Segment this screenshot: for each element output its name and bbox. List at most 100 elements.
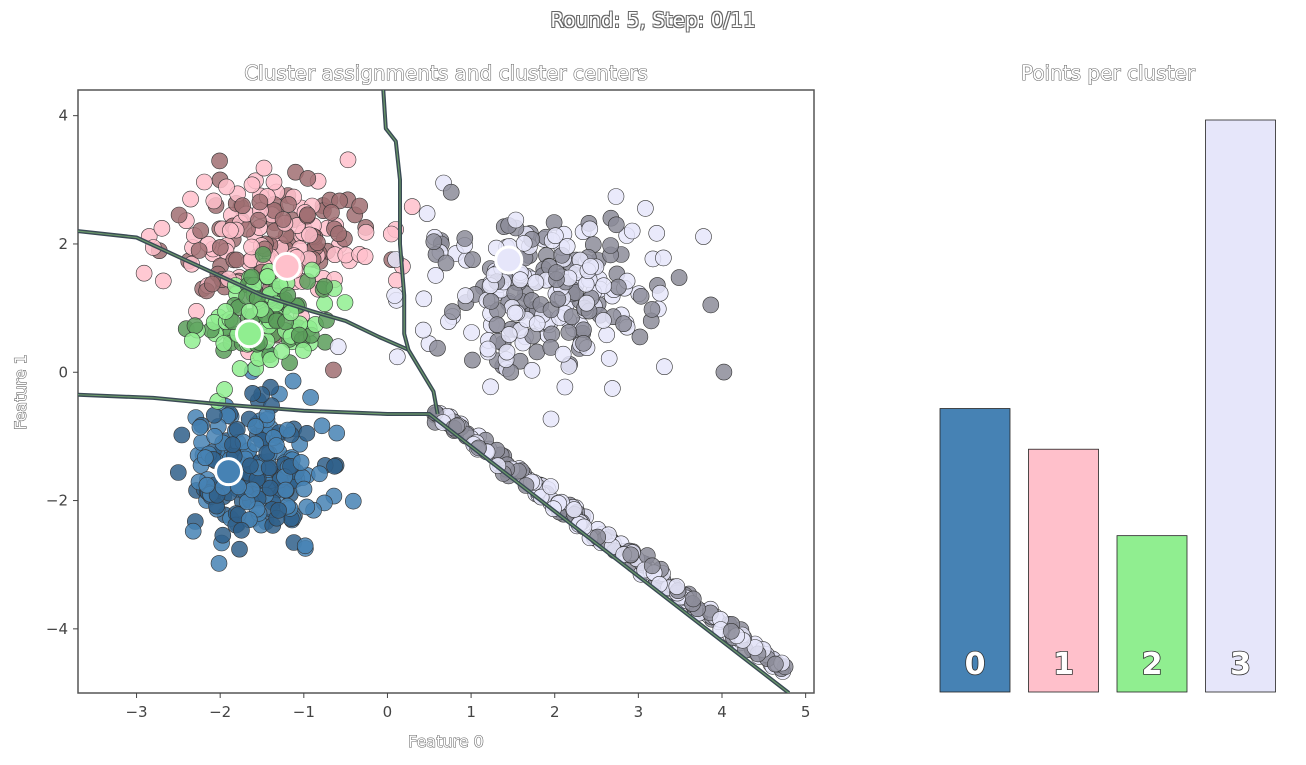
data-point [210, 555, 228, 572]
data-point [270, 501, 287, 519]
data-point [280, 196, 297, 213]
data-point [565, 501, 583, 518]
data-point [311, 465, 328, 483]
data-point [243, 481, 261, 499]
y-tick-label: 0 [58, 363, 68, 381]
data-point [228, 251, 245, 269]
y-axis-label: Feature 1 [11, 354, 30, 430]
bar-label: 2 [1142, 647, 1163, 682]
data-point [464, 251, 481, 269]
x-tick-label: 4 [717, 703, 727, 721]
data-point [554, 345, 572, 363]
data-point [344, 492, 362, 510]
data-point [485, 266, 503, 284]
scatter-panel: Cluster assignments and cluster centers … [10, 60, 815, 752]
x-tick-label: 2 [550, 703, 560, 721]
x-tick-label: 5 [801, 703, 811, 721]
data-point [602, 237, 619, 254]
data-point [217, 303, 234, 320]
data-point [695, 228, 712, 245]
data-point [498, 343, 516, 361]
x-tick-label: 3 [634, 703, 644, 721]
data-point [182, 190, 199, 208]
data-point [581, 220, 599, 238]
data-point [386, 287, 404, 304]
data-point [382, 225, 400, 243]
data-point [427, 267, 445, 284]
data-point [216, 381, 233, 398]
data-point [192, 222, 209, 239]
data-point [403, 198, 421, 215]
data-point [542, 478, 559, 495]
data-point [298, 498, 316, 516]
data-point [231, 540, 248, 558]
data-point [247, 418, 264, 435]
data-point [329, 338, 347, 356]
cluster-center [234, 319, 264, 349]
x-tick-label: −2 [209, 703, 231, 721]
data-point [558, 238, 576, 255]
bar-cluster-2 [1116, 535, 1188, 693]
y-tick-label: −2 [46, 492, 68, 510]
data-point [575, 334, 592, 352]
data-point [190, 242, 208, 259]
data-point [506, 304, 524, 322]
x-axis-ticks: −3 −2 −1 0 1 2 3 4 5 [125, 693, 810, 721]
data-point [211, 152, 228, 170]
data-point [135, 264, 153, 282]
data-point [578, 294, 595, 312]
data-point [684, 590, 702, 608]
data-point [205, 192, 223, 210]
data-point [155, 272, 172, 290]
data-point [463, 324, 480, 341]
data-point [243, 268, 260, 286]
data-point [582, 258, 599, 275]
cluster-center [214, 457, 244, 487]
data-point [527, 274, 545, 291]
data-point [274, 211, 292, 228]
data-point [173, 426, 191, 444]
data-point [296, 537, 314, 555]
data-point [197, 449, 214, 467]
data-point [196, 173, 213, 191]
data-point [548, 264, 565, 281]
data-point [631, 328, 649, 346]
data-point [517, 477, 535, 494]
data-point [170, 206, 188, 224]
data-point [212, 239, 229, 256]
data-point [604, 380, 621, 397]
data-point [242, 457, 259, 475]
x-tick-label: 0 [383, 703, 393, 721]
data-point [523, 361, 541, 379]
figure-suptitle: Round: 5, Step: 0/11 [550, 8, 756, 32]
data-point [595, 277, 613, 295]
data-point [255, 159, 273, 177]
data-point [233, 521, 250, 539]
data-point [560, 324, 578, 341]
data-point [702, 296, 720, 314]
data-point [656, 358, 673, 376]
data-point [632, 287, 650, 305]
data-point [598, 326, 616, 344]
data-point [607, 188, 625, 205]
cluster-center [494, 245, 524, 275]
data-point [442, 183, 460, 201]
data-point [482, 378, 499, 396]
bar-title: Points per cluster [1021, 61, 1196, 85]
data-point [284, 372, 302, 390]
data-point [425, 233, 443, 250]
data-point [277, 481, 294, 499]
data-point [186, 317, 204, 335]
data-point [668, 578, 686, 595]
data-point [170, 464, 187, 481]
data-point [479, 340, 497, 358]
data-point [191, 418, 209, 436]
bar-cluster-0 [939, 408, 1011, 693]
decision-boundaries [78, 90, 791, 693]
data-point [511, 271, 529, 289]
data-point [254, 246, 272, 263]
data-point [273, 342, 291, 360]
data-point [356, 248, 374, 265]
data-point [429, 339, 446, 357]
x-axis-label: Feature 0 [408, 732, 484, 751]
